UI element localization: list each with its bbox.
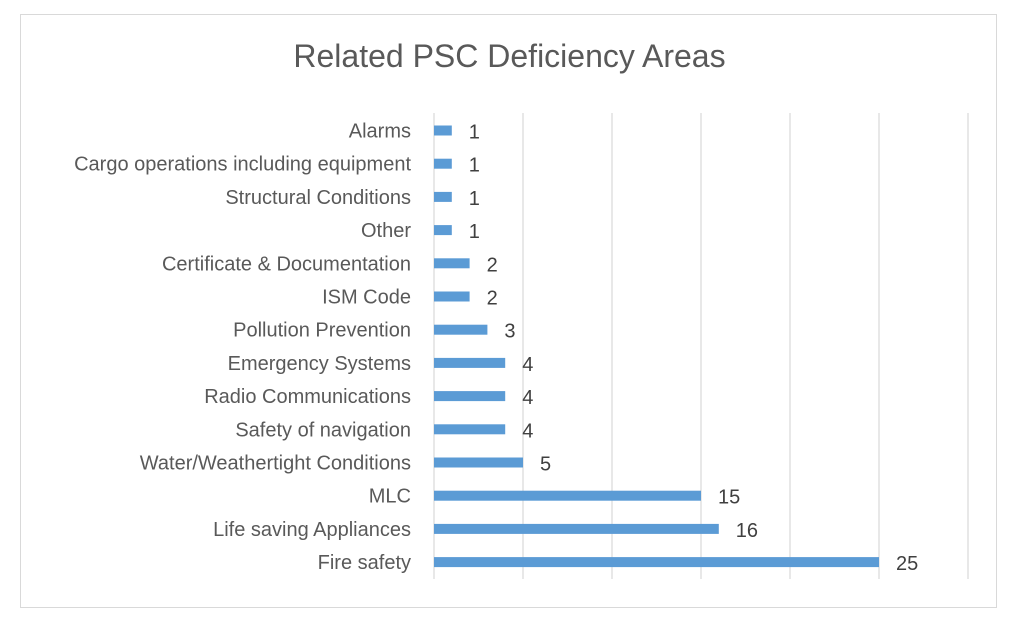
category-label: Other <box>361 220 411 242</box>
category-label: Structural Conditions <box>225 187 411 209</box>
bar <box>434 424 506 435</box>
bar <box>434 191 452 202</box>
category-label: Pollution Prevention <box>233 320 411 342</box>
category-labels: Alarms Cargo operations including equipme… <box>74 121 411 575</box>
data-label: 1 <box>469 155 480 177</box>
category-label: Emergency Systems <box>228 353 411 375</box>
bar <box>434 357 506 368</box>
category-label: Radio Communications <box>204 386 411 408</box>
data-label: 5 <box>540 454 551 476</box>
bar <box>434 457 523 468</box>
bar <box>434 158 452 169</box>
category-label: Alarms <box>349 121 411 143</box>
bar <box>434 391 506 402</box>
data-label: 2 <box>487 288 498 310</box>
data-label: 1 <box>469 188 480 210</box>
chart-title: Related PSC Deficiency Areas <box>293 38 726 74</box>
data-label: 15 <box>718 487 740 509</box>
category-label: Fire safety <box>318 552 411 574</box>
bar <box>434 125 452 136</box>
data-label: 4 <box>522 387 533 409</box>
data-label: 4 <box>522 354 533 376</box>
gridlines <box>433 113 969 579</box>
data-label: 4 <box>522 420 533 442</box>
chart-area <box>20 14 997 608</box>
bar <box>434 324 488 335</box>
bars <box>434 125 879 568</box>
bar <box>434 523 719 534</box>
data-label: 1 <box>469 221 480 243</box>
category-label: MLC <box>369 486 411 508</box>
bar <box>434 291 470 302</box>
category-label: Safety of navigation <box>235 419 411 441</box>
category-label: Cargo operations including equipment <box>74 154 411 176</box>
data-label: 25 <box>896 553 918 575</box>
bar <box>434 557 879 568</box>
data-label: 1 <box>469 122 480 144</box>
bar <box>434 258 470 269</box>
data-label: 3 <box>504 321 515 343</box>
data-label: 16 <box>736 520 758 542</box>
bar <box>434 225 452 236</box>
category-label: Certificate & Documentation <box>162 253 411 275</box>
category-label: ISM Code <box>322 287 411 309</box>
bar <box>434 490 701 501</box>
data-label: 2 <box>487 254 498 276</box>
category-label: Life saving Appliances <box>213 519 411 541</box>
category-label: Water/Weathertight Conditions <box>140 453 411 475</box>
